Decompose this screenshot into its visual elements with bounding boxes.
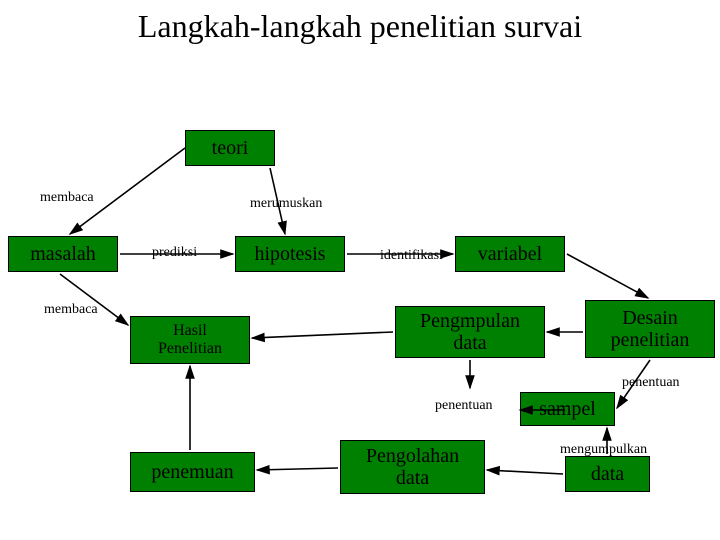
node-label: variabel (478, 243, 542, 266)
node-label: Pengmpulandata (420, 310, 520, 354)
node-label: data (591, 463, 624, 486)
node-label: masalah (30, 243, 96, 266)
node-data: data (565, 456, 650, 492)
node-label: Pengolahandata (366, 445, 459, 489)
node-penemuan: penemuan (130, 452, 255, 492)
node-variabel: variabel (455, 236, 565, 272)
node-label: penemuan (151, 461, 233, 484)
node-pengolahan-data: Pengolahandata (340, 440, 485, 494)
edge-label-penentuan-2: penentuan (622, 375, 680, 391)
node-teori: teori (185, 130, 275, 166)
node-hasil-penelitian: HasilPenelitian (130, 316, 250, 364)
edge-label-identifikasi: identifikasi (380, 248, 443, 264)
page-title: Langkah-langkah penelitian survai (0, 8, 720, 45)
node-label: teori (212, 137, 249, 160)
node-hipotesis: hipotesis (235, 236, 345, 272)
edge-label-prediksi: prediksi (152, 245, 197, 261)
diagram-stage: { "title": "Langkah-langkah penelitian s… (0, 0, 720, 540)
edge-label-merumuskan: merumuskan (250, 196, 322, 212)
node-pengumpulan-data: Pengmpulandata (395, 306, 545, 358)
node-label: Desainpenelitian (611, 307, 690, 351)
node-desain-penelitian: Desainpenelitian (585, 300, 715, 358)
edge-label-membaca-1: membaca (40, 190, 94, 206)
node-label: hipotesis (254, 243, 325, 266)
node-sampel: sampel (520, 392, 615, 426)
edge-label-penentuan-1: penentuan (435, 398, 493, 414)
node-label: sampel (539, 398, 596, 421)
node-masalah: masalah (8, 236, 118, 272)
edge-label-mengumpulkan: mengumpulkan (560, 442, 647, 458)
node-label: HasilPenelitian (158, 322, 222, 357)
edge-label-membaca-2: membaca (44, 302, 98, 318)
